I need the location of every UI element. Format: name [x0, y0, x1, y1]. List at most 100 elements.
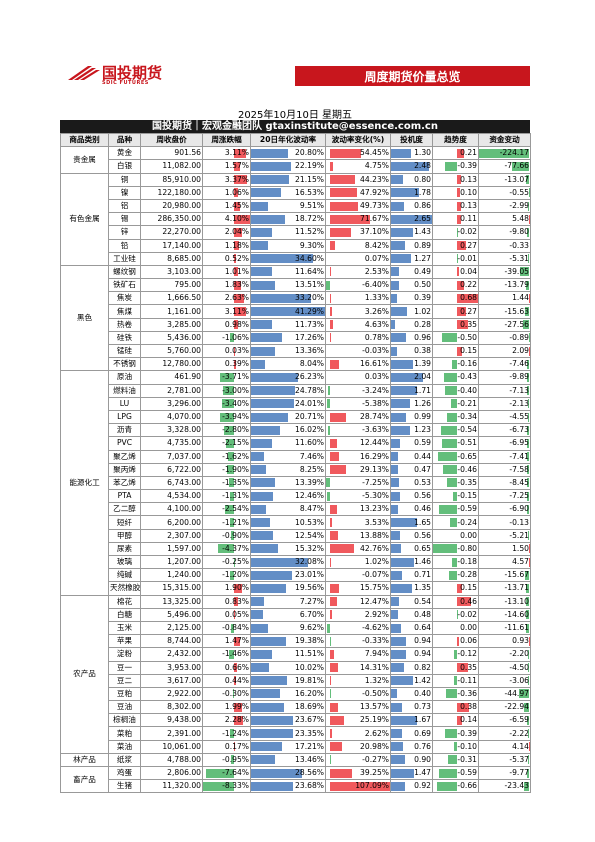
value-cell: 29.13% [325, 462, 391, 477]
cell: -7.46 [480, 359, 530, 370]
value-cell: 13.36% [250, 343, 326, 359]
cell-value: 15.75% [360, 583, 389, 593]
cell: 0.06 [434, 636, 478, 647]
table-row: 畜产品 鸡蛋 2,806.00 -7.64% 28.56% 39.25% 1.47 -0.59… [60, 765, 531, 794]
value-cell: -1.35% [202, 475, 251, 491]
data-bar [223, 386, 235, 396]
value-cell: 28.74% [325, 409, 391, 425]
cell-value: -0.66 [457, 781, 477, 791]
data-bar [330, 742, 342, 752]
value-cell: -0.39 [432, 159, 479, 174]
cell: 1.46 [391, 557, 432, 568]
cell-value: -2.54% [222, 504, 249, 514]
value-cell: 23.01% [250, 568, 326, 583]
value-cell: -0.13 [478, 515, 531, 530]
cell: -11.61 [480, 622, 530, 633]
data-bar [391, 755, 405, 765]
cell-value: -0.55 [509, 187, 529, 197]
variety-name: 菜油 [116, 741, 133, 751]
cell-value: 37.10% [360, 227, 389, 237]
value-cell: 0.13 [432, 172, 479, 187]
value-cell: 17.21% [250, 739, 326, 754]
data-bar [251, 412, 289, 422]
cell: 16.61% [327, 359, 390, 370]
cell: 1.99% [204, 702, 250, 713]
cell-value: 11,320.00 [162, 781, 201, 791]
cell-value: 0.44 [414, 451, 431, 461]
cell-value: 4.57 [512, 557, 529, 567]
data-bar [391, 715, 417, 725]
data-bar [330, 241, 335, 251]
value-cell: -5.31 [478, 251, 531, 266]
table-row: 玉米 2,125.00 -0.84% 9.62% -4.62% 0.64 0.00 -11.6… [61, 620, 531, 636]
data-bar [251, 755, 276, 765]
variety-cell: 螺纹钢 [108, 264, 141, 280]
cell: 15.75% [327, 583, 390, 594]
cell: 0.78% [327, 332, 390, 343]
cell-value: 795.00 [174, 280, 201, 290]
value-cell: 0.76 [390, 739, 433, 754]
data-bar [330, 768, 353, 778]
cell: 20.80% [251, 148, 325, 159]
cell-value: -224.17 [499, 148, 529, 158]
cell-value: -7.41 [509, 451, 529, 461]
cell: 12.47% [327, 596, 390, 607]
variety-name: 不锈钢 [113, 359, 136, 369]
value-cell: -0.59 [432, 502, 479, 517]
cell: 1.90% [204, 583, 250, 594]
cell-value: -13.10 [504, 596, 529, 606]
cell-value: 2.62% [364, 728, 389, 738]
cell: 菜油 [110, 741, 140, 752]
cell-value: 12.47% [360, 596, 389, 606]
cell: 2.04% [204, 227, 250, 238]
cell-value: 0.56 [414, 530, 431, 540]
data-bar [234, 320, 239, 330]
value-cell: -0.28 [432, 568, 479, 583]
cell: 7,037.00 [142, 451, 202, 462]
cell: 5,496.00 [142, 609, 202, 620]
data-bar [330, 583, 339, 593]
cell: -0.21 [434, 398, 478, 409]
table-row: 豆油 8,302.00 1.99% 18.69% 13.57% 0.73 0.38 -22.9… [61, 700, 531, 715]
value-cell: 0.38 [432, 700, 479, 715]
value-cell: 0.11 [432, 212, 479, 227]
variety-cell: 纸浆 [108, 752, 141, 768]
cell: 20.71% [251, 411, 325, 422]
cell: 4.57 [480, 557, 530, 568]
value-cell: 2.48 [390, 159, 433, 174]
cell: -0.66 [434, 781, 478, 792]
cell: 9,438.00 [142, 715, 202, 726]
category-cell: 农产品 [60, 594, 109, 754]
cell-value: -6.59 [509, 715, 529, 725]
data-bar [391, 148, 412, 158]
cell: 54.45% [327, 148, 390, 159]
cell: -1.21% [204, 517, 250, 528]
cell: -8.45 [480, 477, 530, 488]
cell-value: -0.25% [222, 557, 249, 567]
value-cell: -2.54% [202, 502, 251, 517]
table-row: LPG 4,070.00 -3.94% 20.71% 28.74% 0.99 -0.34 -4… [61, 409, 531, 425]
value-cell: -5.30% [325, 489, 391, 504]
value-cell: 1.42 [390, 673, 433, 688]
cell: -0.31 [434, 754, 478, 765]
cell: 3,328.00 [142, 425, 202, 436]
value-cell: 20.71% [250, 409, 326, 425]
data-bar [251, 663, 269, 673]
cell-value: 8.04% [299, 359, 324, 369]
cell-value: 0.68 [460, 293, 477, 303]
value-cell: 9.51% [250, 198, 326, 214]
cell-value: -5.38% [362, 398, 389, 408]
cell: -7.41 [480, 451, 530, 462]
value-cell: -0.01 [432, 251, 479, 266]
cell: 生猪 [110, 781, 140, 792]
data-bar [251, 768, 303, 778]
cell-value: -7.25% [362, 477, 389, 487]
value-cell: 3.11% [202, 304, 251, 319]
cell-value: 901.56 [174, 148, 201, 158]
cell: 0.28 [391, 319, 432, 330]
data-bar [457, 148, 464, 158]
variety-name: 工业硅 [113, 253, 136, 263]
cell-value: 15,315.00 [162, 583, 201, 593]
cell: -15.63 [480, 306, 530, 317]
cell-value: -0.02 [457, 609, 477, 619]
